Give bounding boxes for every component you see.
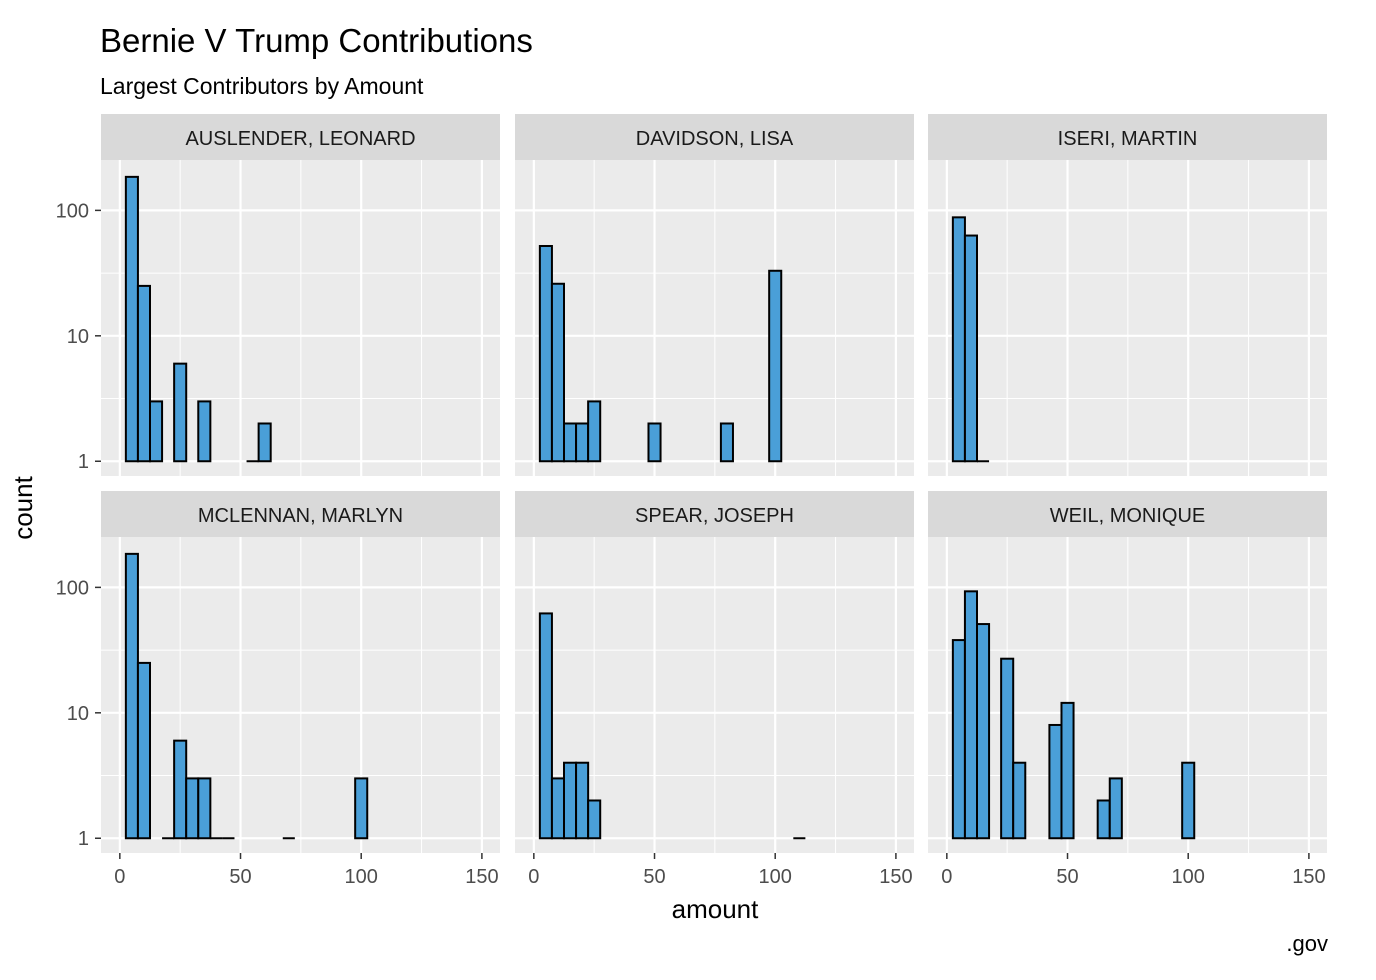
histogram-bar: [951, 216, 966, 463]
histogram-bar: [550, 282, 565, 463]
facet-panel: AUSLENDER, LEONARD 1 10 100: [56, 114, 500, 476]
facet-panel: WEIL, MONIQUE 0 50 100 150: [928, 491, 1327, 888]
histogram-bar: [173, 739, 188, 840]
histogram-bar: [587, 799, 602, 840]
histogram-bar: [136, 284, 151, 463]
facet-panel: MCLENNAN, MARLYN 1 10 100 0 50 100 150: [56, 491, 500, 888]
y-tick-label: 100: [56, 577, 89, 599]
histogram-bar: [1060, 701, 1075, 840]
histogram-bar: [185, 777, 200, 840]
histogram-bar: [976, 623, 991, 840]
facet-strip: [101, 491, 500, 537]
histogram-bar: [1096, 799, 1111, 840]
x-tick-label: 0: [528, 866, 539, 888]
x-tick-label: 0: [941, 866, 952, 888]
x-tick-label: 50: [643, 866, 665, 888]
y-axis-title: count: [8, 475, 38, 539]
histogram-bar: [1048, 723, 1063, 840]
histogram-bar: [538, 612, 553, 840]
facet-strip-label: WEIL, MONIQUE: [1050, 505, 1206, 527]
histogram-bar: [149, 400, 164, 463]
histogram-bar: [354, 777, 369, 840]
facet-panel: SPEAR, JOSEPH 0 50 100 150: [515, 491, 914, 888]
x-axis-title: amount: [672, 894, 759, 924]
chart-caption: .gov: [1286, 931, 1328, 956]
x-tick-label: 150: [465, 866, 498, 888]
facet-strip-label: ISERI, MARTIN: [1058, 128, 1198, 150]
histogram-bar: [197, 777, 212, 840]
x-tick-label: 150: [1292, 866, 1325, 888]
histogram-bar: [575, 761, 590, 840]
histogram-bar: [575, 422, 590, 463]
histogram-bar: [963, 590, 978, 840]
x-tick-label: 100: [345, 866, 378, 888]
facet-strip-label: DAVIDSON, LISA: [636, 128, 794, 150]
facet-strip: [515, 114, 914, 160]
histogram-bar: [136, 661, 151, 840]
facet-panel: DAVIDSON, LISA: [515, 114, 914, 476]
histogram-bar: [587, 400, 602, 463]
x-tick-label: 0: [114, 866, 125, 888]
x-tick-label: 50: [229, 866, 251, 888]
y-tick-label: 10: [67, 326, 89, 348]
histogram-bar: [550, 777, 565, 840]
histogram-bar: [563, 422, 578, 463]
facet-strip-label: MCLENNAN, MARLYN: [198, 505, 403, 527]
facet-strip: [515, 491, 914, 537]
histogram-bar: [647, 422, 662, 463]
histogram-bar: [719, 422, 734, 463]
facet-strip: [101, 114, 500, 160]
histogram-bar: [1181, 761, 1196, 840]
y-tick-label: 1: [78, 828, 89, 850]
x-tick-label: 100: [1172, 866, 1205, 888]
histogram-bar: [257, 422, 272, 463]
histogram-bar: [538, 244, 553, 463]
facet-strip-label: SPEAR, JOSEPH: [635, 505, 794, 527]
histogram-bar: [173, 362, 188, 463]
y-tick-label: 100: [56, 200, 89, 222]
histogram-bar: [1108, 777, 1123, 840]
histogram-bar: [563, 761, 578, 840]
x-tick-label: 100: [759, 866, 792, 888]
x-tick-label: 150: [879, 866, 912, 888]
histogram-bar: [124, 175, 139, 463]
histogram-bar: [1012, 761, 1027, 840]
x-tick-label: 50: [1056, 866, 1078, 888]
histogram-bar: [951, 639, 966, 840]
histogram-bar: [124, 552, 139, 840]
chart-subtitle: Largest Contributors by Amount: [100, 73, 424, 99]
chart-title: Bernie V Trump Contributions: [100, 22, 533, 59]
facet-strip-label: AUSLENDER, LEONARD: [185, 128, 415, 150]
facet-strip: [928, 491, 1327, 537]
y-tick-label: 10: [67, 703, 89, 725]
histogram-bar: [768, 269, 783, 463]
facet-strip: [928, 114, 1327, 160]
histogram-bar: [963, 234, 978, 463]
facet-panel: ISERI, MARTIN: [928, 114, 1327, 476]
histogram-bar: [1000, 657, 1015, 840]
histogram-bar: [197, 400, 212, 463]
y-tick-label: 1: [78, 451, 89, 473]
